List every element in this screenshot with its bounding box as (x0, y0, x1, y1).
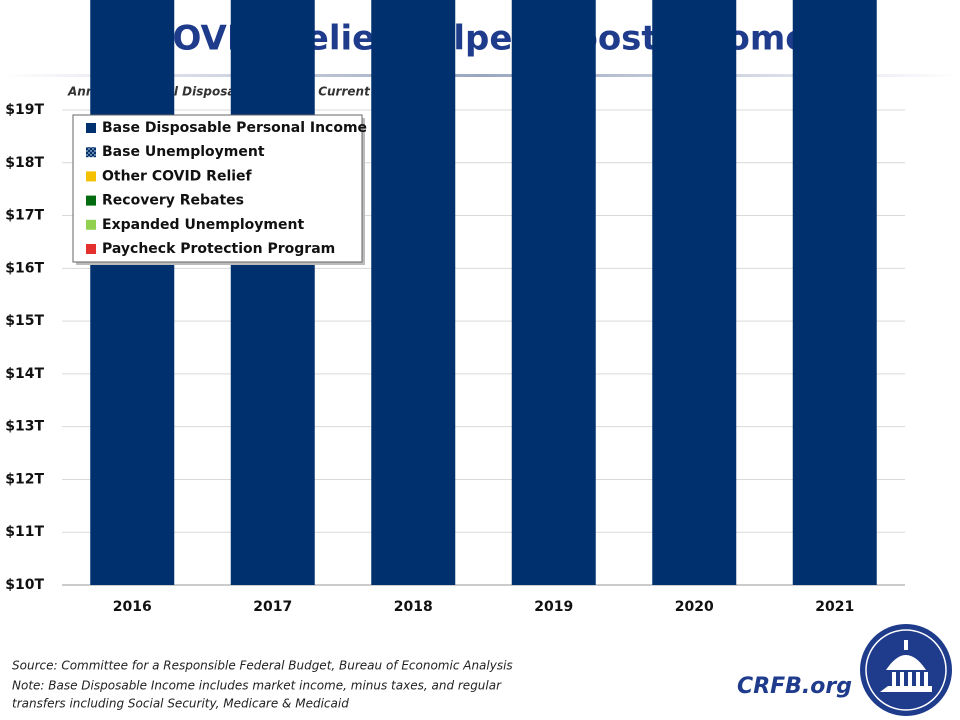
note: transfers including Social Security, Med… (12, 697, 349, 711)
bar-segment (371, 0, 456, 585)
bar-segment (792, 0, 877, 586)
bar-segment (90, 0, 175, 585)
y-tick-label: $14T (5, 366, 44, 382)
plot: $10T $11T $12T $13T $14T $15T $16T $17T $18T $19T… (5, 0, 905, 615)
x-tick-label: 2021 (815, 599, 854, 615)
y-tick-label: $13T (5, 419, 44, 435)
source: Source: Committee for a Responsible Fede… (12, 659, 513, 673)
y-tick-label: $10T (5, 577, 44, 593)
bar-segment (652, 0, 737, 586)
x-tick-label: 2017 (253, 599, 292, 615)
bar-segment (511, 0, 596, 585)
y-tick-label: $18T (5, 155, 44, 171)
legend: Base Disposable Personal Income Base Unem… (72, 114, 367, 265)
y-tick-label: $12T (5, 471, 44, 487)
x-tick-label: 2019 (534, 599, 573, 615)
legend-swatch (86, 147, 96, 158)
y-tick-label: $19T (5, 102, 44, 118)
title-rule (0, 74, 960, 77)
y-tick-label: $17T (5, 208, 44, 224)
y-tick-label: $11T (5, 524, 44, 540)
legend-label: Paycheck Protection Program (102, 241, 335, 257)
legend-label: Base Disposable Personal Income (102, 120, 367, 136)
legend-label: Recovery Rebates (102, 193, 244, 209)
legend-label: Expanded Unemployment (102, 217, 304, 233)
note: Note: Base Disposable Income includes ma… (12, 679, 502, 693)
y-tick-label: $16T (5, 260, 44, 276)
x-tick-label: 2018 (394, 599, 433, 615)
bar-segment (230, 0, 315, 585)
legend-swatch (86, 219, 96, 230)
y-tick-label: $15T (5, 313, 44, 329)
legend-label: Base Unemployment (102, 144, 265, 160)
legend-swatch (86, 244, 96, 254)
legend-swatch (86, 195, 96, 206)
legend-swatch (86, 171, 96, 182)
brand: CRFB.org (737, 674, 852, 699)
legend-label: Other COVID Relief (102, 168, 253, 184)
logo (860, 624, 952, 716)
x-tick-label: 2016 (113, 599, 152, 615)
legend-swatch (86, 123, 96, 133)
x-tick-label: 2020 (675, 599, 714, 615)
legend-box (72, 114, 363, 263)
